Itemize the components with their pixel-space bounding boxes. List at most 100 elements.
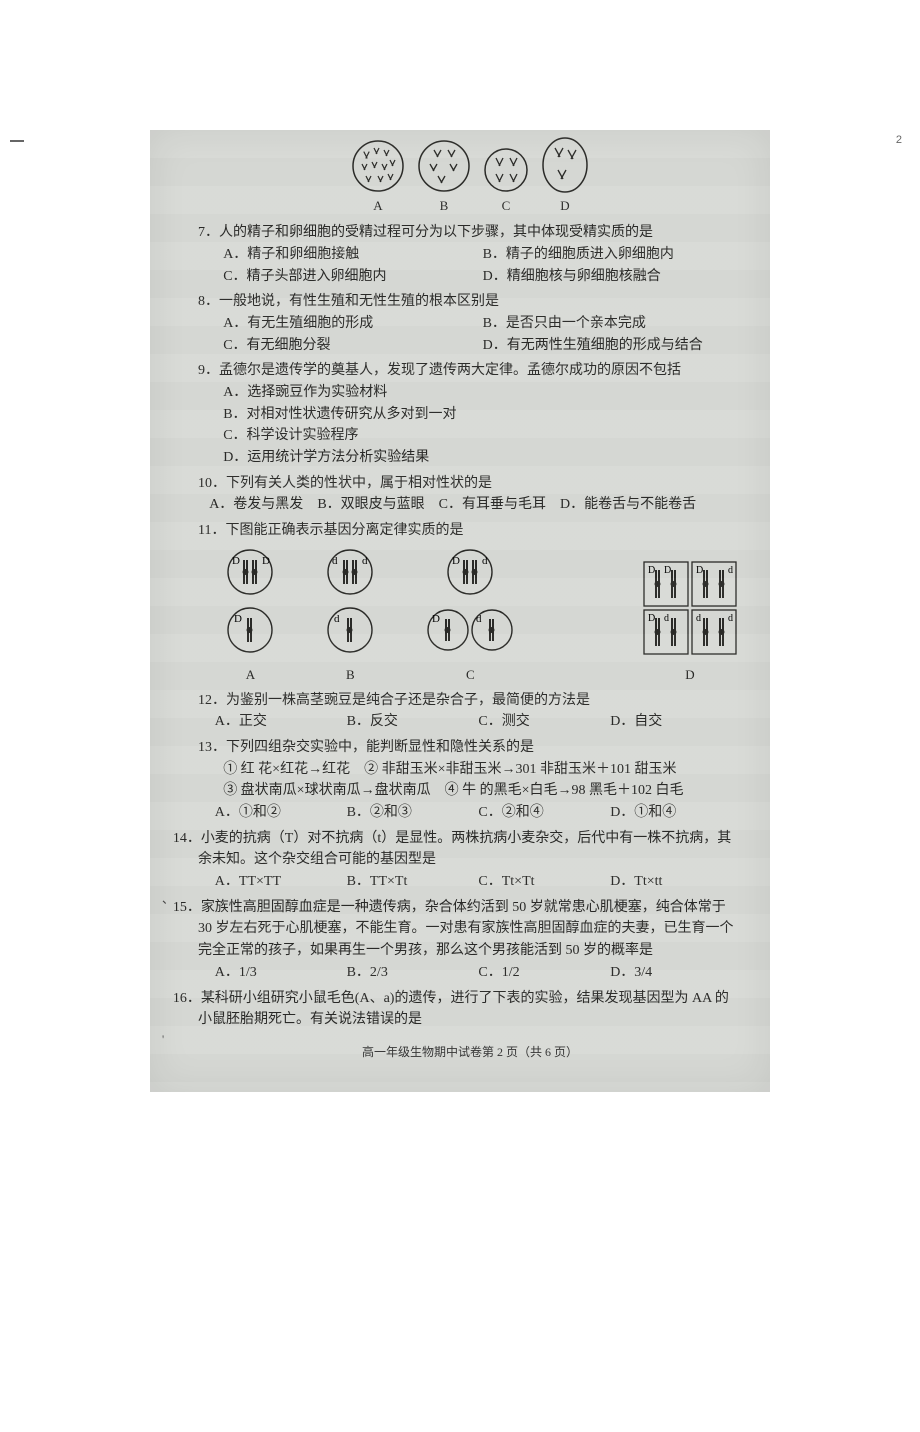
option-D: D．精细胞核与卵细胞核融合	[483, 266, 742, 288]
q11-svg-B: d d d	[320, 546, 380, 656]
option-D: D．运用统计学方法分析实验结果	[223, 447, 742, 469]
option-B: B．对相对性状遗传研究从多对到一对	[223, 404, 742, 426]
cell-svg-A	[350, 138, 406, 194]
q11-label: A	[220, 665, 280, 685]
question-stem: 9．孟德尔是遗传学的奠基人，发现了遗传两大定律。孟德尔成功的原因不包括	[198, 360, 742, 382]
page-footer: 高一年级生物期中试卷第 2 页（共 6 页）	[198, 1043, 742, 1062]
allele-label: d	[664, 613, 669, 624]
q-text: 小麦的抗病（T）对不抗病（t）是显性。两株抗病小麦杂交，后代中有一株不抗病，其余…	[198, 831, 731, 868]
option-D: D．Tt×tt	[610, 871, 742, 893]
q13-line-2: ③ 盘状南瓜×球状南瓜→盘状南瓜 ④ 牛 的黑毛×白毛→98 黑毛＋102 白毛	[223, 780, 742, 802]
question-10: 10．下列有关人类的性状中，属于相对性状的是 A．卷发与黑发 B．双眼皮与蓝眼 …	[198, 473, 742, 516]
allele-label: D	[432, 613, 440, 625]
q-text: 孟德尔是遗传学的奠基人，发现了遗传两大定律。孟德尔成功的原因不包括	[219, 363, 681, 378]
allele-label: D	[664, 565, 671, 576]
cell-figure-label: A	[350, 196, 406, 216]
allele-label: d	[476, 613, 482, 625]
page-content: 、 '	[150, 130, 770, 1092]
allele-label: d	[334, 613, 340, 625]
option-row: A．有无生殖细胞的形成 B．是否只由一个亲本完成 C．有无细胞分裂 D．有无两性…	[198, 313, 742, 356]
allele-label: d	[332, 555, 338, 567]
option-B: B．②和③	[347, 802, 479, 824]
question-9: 9．孟德尔是遗传学的奠基人，发现了遗传两大定律。孟德尔成功的原因不包括 A．选择…	[198, 360, 742, 468]
option-B: B．TT×Tt	[347, 871, 479, 893]
q11-svg-C: D d D d	[420, 546, 520, 656]
q-text: 家族性高胆固醇血症是一种遗传病，杂合体约活到 50 岁就常患心肌梗塞，纯合体常于…	[198, 900, 734, 958]
q-number: 7．	[198, 225, 219, 240]
cell-figure-label: C	[482, 196, 530, 216]
q11-figure-A: D D D A	[220, 546, 280, 686]
option-D: D．3/4	[610, 962, 742, 984]
question-stem: 12．为鉴别一株高茎豌豆是纯合子还是杂合子，最简便的方法是	[198, 690, 742, 712]
question-11: 11．下图能正确表示基因分离定律实质的是 D D	[198, 520, 742, 686]
allele-label: d	[696, 613, 701, 624]
question-16: 16．某科研小组研究小鼠毛色(A、a)的遗传，进行了下表的实验，结果发现基因型为…	[198, 988, 742, 1031]
margin-mark-1: 、	[162, 890, 174, 909]
q11-label: B	[320, 665, 380, 685]
option-A: A．TT×TT	[215, 871, 347, 893]
q-number: 15．	[173, 900, 201, 915]
q-number: 13．	[198, 740, 226, 755]
q11-label: D	[642, 665, 738, 685]
cell-figure-B: B	[416, 138, 472, 216]
cell-figure-D: D	[540, 136, 590, 216]
corner-mark	[10, 140, 24, 142]
question-13: 13．下列四组杂交实验中，能判断显性和隐性关系的是 ① 红 花×红花→红花 ② …	[198, 737, 742, 824]
allele-label: D	[696, 565, 703, 576]
option-A: A．1/3	[215, 962, 347, 984]
option-D: D．有无两性生殖细胞的形成与结合	[483, 335, 742, 357]
q-number: 16．	[173, 991, 201, 1006]
question-14: 14．小麦的抗病（T）对不抗病（t）是显性。两株抗病小麦杂交，后代中有一株不抗病…	[198, 828, 742, 893]
allele-label: d	[362, 555, 368, 567]
option-A: A．①和②	[215, 802, 347, 824]
option-A: A．卷发与黑发	[209, 494, 303, 516]
cell-figure-A: A	[350, 138, 406, 216]
option-A: A．精子和卵细胞接触	[223, 244, 482, 266]
option-C: C．1/2	[478, 962, 610, 984]
q11-figure-D: D D D d D d d d D	[642, 560, 738, 686]
question-stem: 16．某科研小组研究小鼠毛色(A、a)的遗传，进行了下表的实验，结果发现基因型为…	[198, 988, 742, 1031]
option-row: A．卷发与黑发 B．双眼皮与蓝眼 C．有耳垂与毛耳 D．能卷舌与不能卷舌	[198, 494, 742, 516]
q-text: 人的精子和卵细胞的受精过程可分为以下步骤，其中体现受精实质的是	[219, 225, 653, 240]
cell-figure-label: D	[540, 196, 590, 216]
option-row: A．1/3 B．2/3 C．1/2 D．3/4	[198, 962, 742, 984]
option-C: C．精子头部进入卵细胞内	[223, 266, 482, 288]
option-D: D．自交	[610, 711, 742, 733]
q-number: 11．	[198, 523, 225, 538]
q-text: 下图能正确表示基因分离定律实质的是	[225, 523, 463, 538]
allele-label: D	[648, 565, 655, 576]
question-stem: 13．下列四组杂交实验中，能判断显性和隐性关系的是	[198, 737, 742, 759]
option-row: A．TT×TT B．TT×Tt C．Tt×Tt D．Tt×tt	[198, 871, 742, 893]
option-col: A．选择豌豆作为实验材料 B．对相对性状遗传研究从多对到一对 C．科学设计实验程…	[198, 382, 742, 469]
question-stem: 14．小麦的抗病（T）对不抗病（t）是显性。两株抗病小麦杂交，后代中有一株不抗病…	[198, 828, 742, 871]
allele-label: D	[262, 555, 270, 567]
option-C: C．②和④	[478, 802, 610, 824]
allele-label: D	[648, 613, 655, 624]
cell-svg-C	[482, 146, 530, 194]
allele-label: D	[234, 613, 242, 625]
q-number: 12．	[198, 693, 226, 708]
question-8: 8．一般地说，有性生殖和无性生殖的根本区别是 A．有无生殖细胞的形成 B．是否只…	[198, 291, 742, 356]
q13-lines: ① 红 花×红花→红花 ② 非甜玉米×非甜玉米→301 非甜玉米＋101 甜玉米…	[198, 759, 742, 802]
option-C: C．有无细胞分裂	[223, 335, 482, 357]
q-text: 下列有关人类的性状中，属于相对性状的是	[226, 476, 492, 491]
option-A: A．选择豌豆作为实验材料	[223, 382, 742, 404]
allele-label: d	[728, 565, 733, 576]
question-stem: 10．下列有关人类的性状中，属于相对性状的是	[198, 473, 742, 495]
q11-svg-D: D D D d D d d d	[642, 560, 738, 656]
option-B: B．双眼皮与蓝眼	[317, 494, 424, 516]
q-number: 8．	[198, 294, 219, 309]
cell-svg-D	[540, 136, 590, 194]
cell-figure-C: C	[482, 146, 530, 216]
q-text: 一般地说，有性生殖和无性生殖的根本区别是	[219, 294, 499, 309]
option-C: C．测交	[478, 711, 610, 733]
cell-figure-label: B	[416, 196, 472, 216]
option-row: A．正交 B．反交 C．测交 D．自交	[198, 711, 742, 733]
q11-svg-A: D D D	[220, 546, 280, 656]
question-15: 15．家族性高胆固醇血症是一种遗传病，杂合体约活到 50 岁就常患心肌梗塞，纯合…	[198, 897, 742, 984]
cell-svg-B	[416, 138, 472, 194]
q-text: 为鉴别一株高茎豌豆是纯合子还是杂合子，最简便的方法是	[226, 693, 590, 708]
question-12: 12．为鉴别一株高茎豌豆是纯合子还是杂合子，最简便的方法是 A．正交 B．反交 …	[198, 690, 742, 733]
option-D: D．①和④	[610, 802, 742, 824]
q-text: 下列四组杂交实验中，能判断显性和隐性关系的是	[226, 740, 534, 755]
